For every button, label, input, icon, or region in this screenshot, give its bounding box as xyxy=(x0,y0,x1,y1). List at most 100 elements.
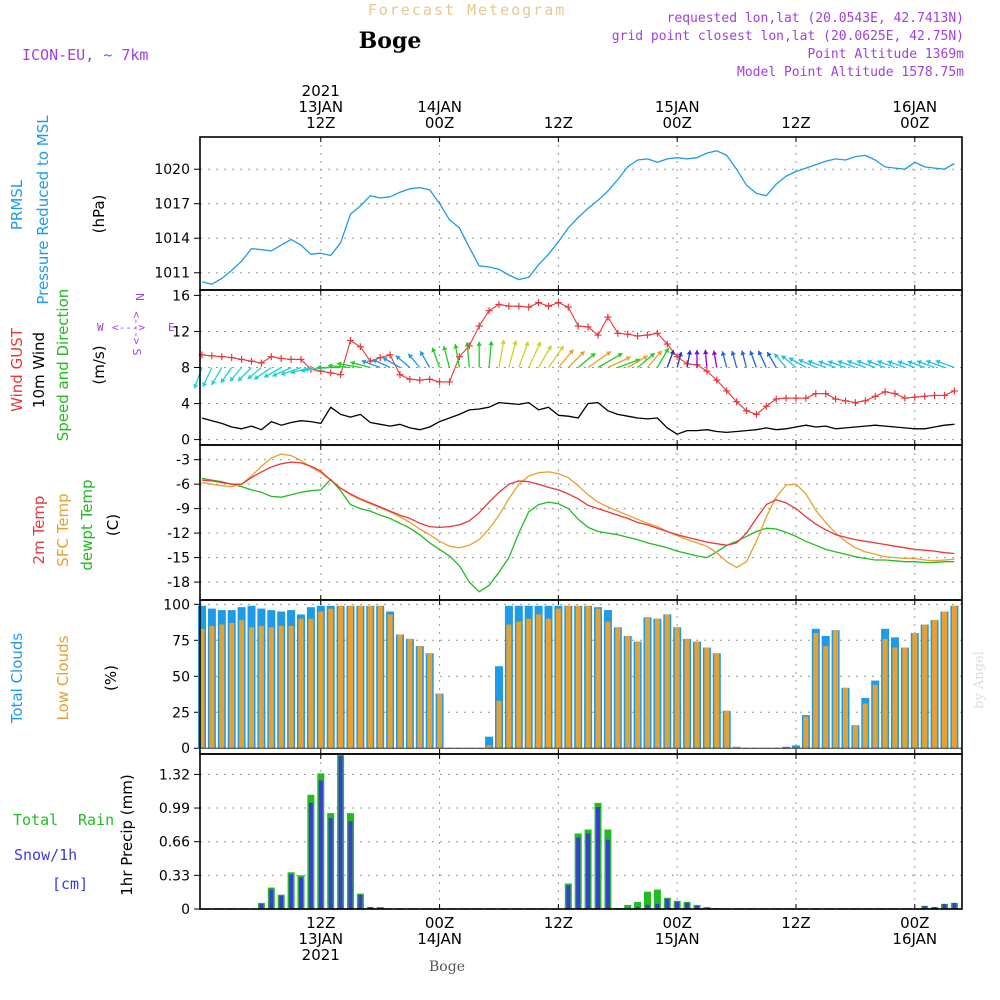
snow-bar xyxy=(665,898,670,909)
wind-arrow-head xyxy=(635,358,641,364)
wind-arrow-head xyxy=(590,353,596,358)
wind-arrow-head xyxy=(749,350,755,356)
low-cloud-bar xyxy=(942,611,947,749)
wind-arrow-head xyxy=(897,360,903,366)
temp-unit-label: (C) xyxy=(104,514,122,536)
forecast-title: Forecast Meteogram xyxy=(368,1,567,19)
precip-axis-label: 1hr Precip (mm) xyxy=(118,774,136,895)
wind-arrow-head xyxy=(524,341,530,347)
low-cloud-bar xyxy=(427,653,433,749)
compass-n: N xyxy=(133,293,146,301)
wind-arrow-head xyxy=(350,360,356,366)
pressure-label: PRMSL xyxy=(8,179,26,230)
snow-bar xyxy=(289,874,294,909)
y-tick-label: -15 xyxy=(167,551,190,567)
compass-w: W xyxy=(97,321,104,334)
low-cloud-bar xyxy=(229,623,235,749)
wind-arrow-head xyxy=(774,353,780,359)
wind-arrow-head xyxy=(686,350,692,355)
pressure-line xyxy=(201,150,955,285)
low-cloud-bar xyxy=(367,605,373,749)
low-cloud-bar xyxy=(546,618,551,749)
compass-dash-vertical: <---> xyxy=(130,311,143,344)
low-cloud-bar xyxy=(843,687,848,749)
low-cloud-bar xyxy=(585,605,591,749)
wind-arrow-head xyxy=(568,349,574,355)
compass-s: S xyxy=(130,349,143,356)
time-label: 16JAN xyxy=(892,930,937,948)
low-cloud-bar xyxy=(417,646,423,749)
y-tick-label: 75 xyxy=(172,633,190,649)
snow-bar xyxy=(308,802,313,909)
clouds-unit-label: (%) xyxy=(102,665,120,691)
y-tick-label: -12 xyxy=(167,526,190,542)
low-cloud-bar xyxy=(199,628,205,749)
low-cloud-bar xyxy=(704,647,710,749)
temperature-panel: -18 -15 -12 -9 -6 -3 xyxy=(167,444,963,601)
snow-bar xyxy=(269,889,274,909)
total-cloud-bar xyxy=(782,746,791,749)
time-label: 12Z xyxy=(544,914,573,932)
wind-arrow-head xyxy=(935,359,941,365)
time-label: 13JAN xyxy=(298,930,343,948)
wind-arrow-head xyxy=(476,341,482,346)
wind-arrow-head xyxy=(907,360,913,366)
requested-location: requested lon,lat (20.0543E, 42.7413N) xyxy=(667,11,964,26)
compass-dash: <---> xyxy=(112,321,145,334)
wind-arrow-head xyxy=(280,370,286,376)
wind-arrow-head xyxy=(336,361,342,367)
low-cloud-bar xyxy=(437,693,443,749)
t2m-line xyxy=(201,461,955,555)
low-cloud-bar xyxy=(338,605,344,749)
wind-arrow xyxy=(528,341,542,368)
sfc-temp-line xyxy=(201,453,955,569)
low-cloud-bar xyxy=(605,621,611,749)
time-label: 15JAN xyxy=(655,930,700,948)
snow-bar xyxy=(368,907,373,909)
snow-bar xyxy=(279,895,284,909)
y-tick-label: -18 xyxy=(167,575,190,591)
low-cloud-bar xyxy=(922,624,928,749)
time-label: 14JAN xyxy=(417,98,462,116)
wind-arrow-head xyxy=(625,356,631,362)
clouds-panel: 0 25 50 75 100 xyxy=(163,597,963,757)
time-label: 14JAN xyxy=(417,930,462,948)
wind-arrow-head xyxy=(767,352,772,357)
bottom-location-label: Boge xyxy=(429,959,465,975)
panel-side-labels: PRMSL Pressure Reduced to MSL (hPa) Wind GU… xyxy=(8,115,175,896)
low-cloud-bar xyxy=(694,641,700,749)
total-precip-bar xyxy=(634,901,642,909)
low-cloud-bar xyxy=(565,605,571,749)
t2m-label: 2m Temp xyxy=(30,496,48,565)
low-cloud-bar xyxy=(555,608,561,749)
low-cloud-bar xyxy=(516,621,522,749)
y-tick-label: 1020 xyxy=(154,162,190,178)
wind-arrow-head xyxy=(788,357,794,363)
wind-arrow-head xyxy=(720,351,726,356)
time-label: 00Z xyxy=(662,114,691,132)
total-clouds-label: Total Clouds xyxy=(8,633,26,725)
time-label: 2021 xyxy=(302,82,340,100)
snow-unit-label: [cm] xyxy=(52,875,88,893)
low-cloud-bar xyxy=(645,617,650,749)
y-tick-label: 1.32 xyxy=(159,767,190,783)
wind-arrow-head xyxy=(304,366,309,373)
wind-arrow-head xyxy=(316,364,321,371)
wind-arrow-head xyxy=(730,350,736,356)
wind-arrow-head xyxy=(211,380,217,386)
y-tick-label: 1014 xyxy=(154,231,190,247)
low-cloud-bar xyxy=(932,620,938,749)
wind-arrow-head xyxy=(642,355,648,361)
low-cloud-bar xyxy=(724,710,730,749)
wind-arrow-head xyxy=(361,359,367,365)
low-cloud-bar xyxy=(258,625,264,749)
wind-arrow-head xyxy=(237,376,243,382)
low-cloud-bar xyxy=(625,636,631,749)
wind-arrow-head xyxy=(757,350,763,356)
wind-arrow-head xyxy=(798,358,804,364)
low-cloud-bar xyxy=(902,647,908,749)
pressure-unit-label: (hPa) xyxy=(90,195,108,234)
snow-bar xyxy=(655,903,660,909)
time-label: 00Z xyxy=(425,914,454,932)
time-label: 12Z xyxy=(781,914,810,932)
